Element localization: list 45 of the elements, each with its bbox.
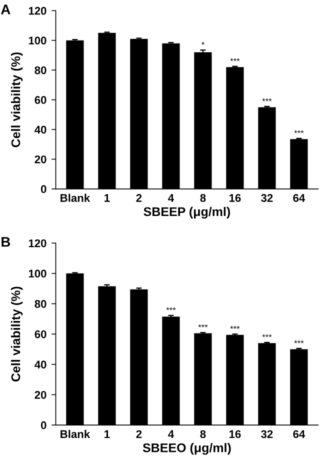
annotation: *** [294, 130, 304, 134]
annotation: *** [198, 324, 208, 328]
x-tick-label: Blank [60, 194, 90, 202]
y-tick-label: 40 [34, 360, 46, 369]
x-tick-label: 64 [293, 194, 306, 202]
annotation: *** [166, 307, 176, 310]
annotation: *** [230, 58, 240, 62]
y-tick-label: 100 [28, 36, 46, 44]
y-tick-label: 80 [34, 300, 46, 308]
x-tick-label: 1 [104, 194, 110, 202]
x-tick-label: 1 [104, 430, 110, 438]
x-tick-label: 16 [229, 194, 241, 202]
y-tick-label: 100 [28, 270, 46, 278]
y-tick-label: 20 [34, 390, 46, 399]
y-tick-label: 60 [34, 330, 46, 338]
x-tick-label: 8 [200, 430, 206, 438]
y-tick-label: 0 [40, 421, 46, 430]
chart-title: B [2, 237, 10, 247]
y-axis-title: Cell viability (%) [10, 286, 23, 382]
x-tick-label: 64 [293, 430, 306, 438]
x-tick-label: 4 [168, 194, 174, 202]
y-tick-label: 40 [34, 126, 46, 134]
x-tick-label: 16 [229, 430, 241, 438]
x-axis-title: SBEEO (μg/ml) [142, 443, 231, 455]
y-tick-label: 0 [40, 185, 46, 194]
annotation: *** [294, 340, 304, 344]
y-tick-label: 60 [34, 96, 46, 104]
annotation: *** [230, 326, 240, 329]
x-tick-label: 2 [136, 430, 142, 438]
y-tick-label: 80 [34, 66, 46, 74]
y-tick-label: 20 [34, 155, 46, 164]
y-tick-label: 120 [28, 239, 46, 248]
annotation: * [201, 42, 204, 45]
annotation: *** [262, 334, 272, 338]
annotation: *** [262, 98, 272, 102]
x-tick-label: Blank [60, 430, 90, 438]
x-tick-label: 4 [168, 430, 174, 438]
x-tick-label: 2 [136, 194, 142, 202]
y-axis-title: Cell viability (%) [10, 52, 23, 148]
y-tick-label: 120 [28, 6, 46, 15]
x-tick-label: 8 [200, 194, 206, 202]
x-tick-label: 32 [261, 430, 273, 438]
chart-title: A [1, 4, 10, 14]
x-tick-label: 32 [261, 194, 273, 202]
x-axis-title: SBEEP (μg/ml) [144, 206, 230, 219]
